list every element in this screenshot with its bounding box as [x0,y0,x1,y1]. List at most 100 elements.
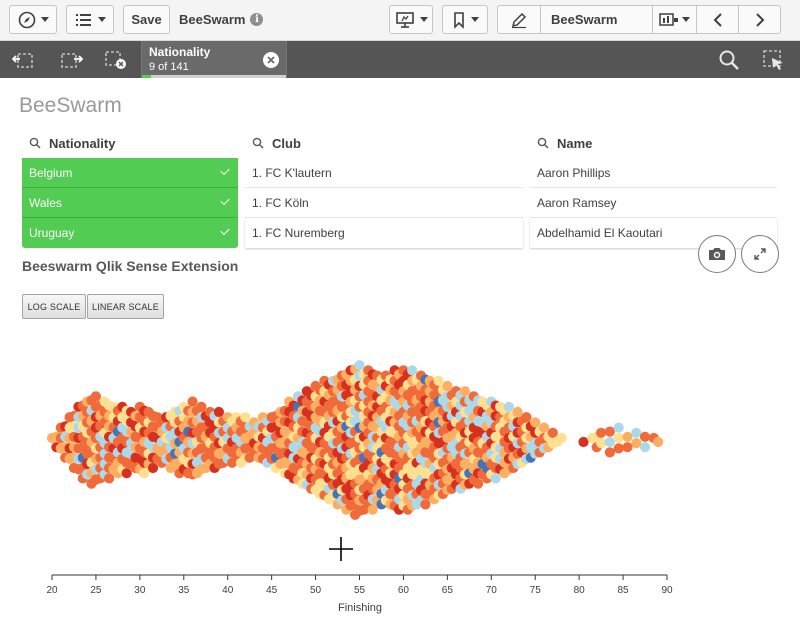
data-point[interactable] [503,401,514,412]
data-point[interactable] [420,499,431,510]
list-item-text: Aaron Ramsey [537,195,617,210]
camera-icon [709,248,725,260]
data-point[interactable] [139,468,150,479]
data-point[interactable] [442,380,453,392]
search-icon [29,137,41,149]
selection-pill-nationality[interactable]: Nationality 9 of 141 [141,41,287,78]
filter-label: Name [557,135,593,151]
sheet-canvas: BeeSwarm Nationality Belgium Wales Urugu… [8,84,792,620]
filter-header-club[interactable]: Club [245,128,523,158]
x-tick-label: 20 [46,585,58,596]
data-point[interactable] [512,406,523,418]
sheet-list-button[interactable] [653,6,697,33]
data-point[interactable] [459,386,470,397]
x-tick-label: 50 [310,585,322,596]
filter-pane-nationality: Nationality Belgium Wales Uruguay [22,128,238,248]
data-point[interactable] [196,401,207,412]
data-point[interactable] [90,391,101,402]
present-button[interactable] [389,5,433,34]
data-point[interactable] [613,422,624,433]
linear-scale-button[interactable]: LINEAR SCALE [87,294,164,319]
data-point[interactable] [490,473,501,484]
navigation-menu-button[interactable] [9,5,57,34]
beeswarm-dots[interactable] [46,360,664,520]
data-point[interactable] [631,427,642,438]
list-item-text: Belgium [29,165,73,180]
x-tick-label: 70 [486,585,498,596]
data-point[interactable] [613,443,624,454]
filter-pane-club: Club 1. FC K'lautern 1. FC Köln 1. FC Nu… [245,128,523,248]
data-point[interactable] [556,432,567,444]
list-item[interactable]: 1. FC K'lautern [245,158,523,188]
data-point[interactable] [639,442,651,453]
data-point[interactable] [104,473,115,484]
data-point[interactable] [354,360,365,371]
selection-state-bar [142,75,286,78]
data-point[interactable] [631,438,642,449]
list-item[interactable]: Belgium [22,158,238,188]
clear-selections-button[interactable] [104,48,128,72]
data-point[interactable] [653,436,664,448]
selection-forward-button[interactable] [60,48,84,72]
data-point[interactable] [538,422,550,433]
list-item[interactable]: Aaron Phillips [530,158,777,188]
data-point[interactable] [187,396,198,407]
fullscreen-button[interactable] [741,235,779,273]
previous-sheet-button[interactable] [697,6,739,33]
selections-bar: Nationality 9 of 141 [0,41,800,78]
filter-header-nationality[interactable]: Nationality [22,128,238,158]
data-point[interactable] [622,431,633,442]
data-point[interactable] [433,375,444,386]
snapshot-button[interactable] [698,235,736,273]
x-tick-label: 25 [90,585,102,596]
data-point[interactable] [367,504,378,515]
log-scale-button[interactable]: LOG SCALE [22,294,86,319]
data-point[interactable] [240,412,251,423]
edit-sheet-button[interactable] [498,6,541,33]
smart-search-button[interactable] [717,48,741,72]
selection-back-button[interactable] [12,48,36,72]
selection-tool-button[interactable] [762,48,786,72]
data-point[interactable] [596,427,607,438]
compass-icon [18,11,35,28]
data-point[interactable] [604,436,616,448]
list-item[interactable]: 1. FC Köln [245,188,523,218]
data-point[interactable] [121,468,132,479]
data-point[interactable] [622,442,633,453]
list-item[interactable]: 1. FC Nuremberg [245,218,523,248]
data-point[interactable] [596,438,607,449]
next-sheet-button[interactable] [739,6,780,33]
list-item[interactable]: Aaron Ramsey [530,188,777,218]
data-point[interactable] [547,427,558,438]
expand-icon [754,248,766,260]
list-item[interactable]: Wales [22,188,238,218]
data-point[interactable] [613,432,624,444]
data-point[interactable] [530,417,541,428]
list-item[interactable]: Abdelhamid El Kaoutari [530,218,777,248]
data-point[interactable] [639,431,651,442]
data-point[interactable] [578,436,589,448]
data-point[interactable] [213,406,224,418]
data-point[interactable] [604,426,616,437]
data-point[interactable] [147,462,159,474]
sheet-title: BeeSwarm [19,94,122,117]
selection-tool-icon [763,50,783,70]
x-axis: 20 25 30 35 40 45 50 55 60 65 70 75 80 85 90 [46,574,673,596]
data-point[interactable] [521,412,532,423]
x-tick-label: 55 [354,585,366,596]
x-tick-label: 60 [398,585,410,596]
save-button[interactable]: Save [123,5,170,34]
filter-header-name[interactable]: Name [530,128,777,158]
app-overview-button[interactable] [66,5,114,34]
list-item-text: Wales [29,195,62,210]
list-icon [75,13,91,26]
info-icon[interactable]: i [250,13,264,26]
data-point[interactable] [407,365,418,376]
data-point[interactable] [604,447,616,458]
data-point[interactable] [473,478,484,489]
bookmarks-button[interactable] [442,5,488,34]
list-item[interactable]: Uruguay [22,218,238,248]
close-icon[interactable] [263,52,279,68]
x-tick-label: 75 [530,585,542,596]
